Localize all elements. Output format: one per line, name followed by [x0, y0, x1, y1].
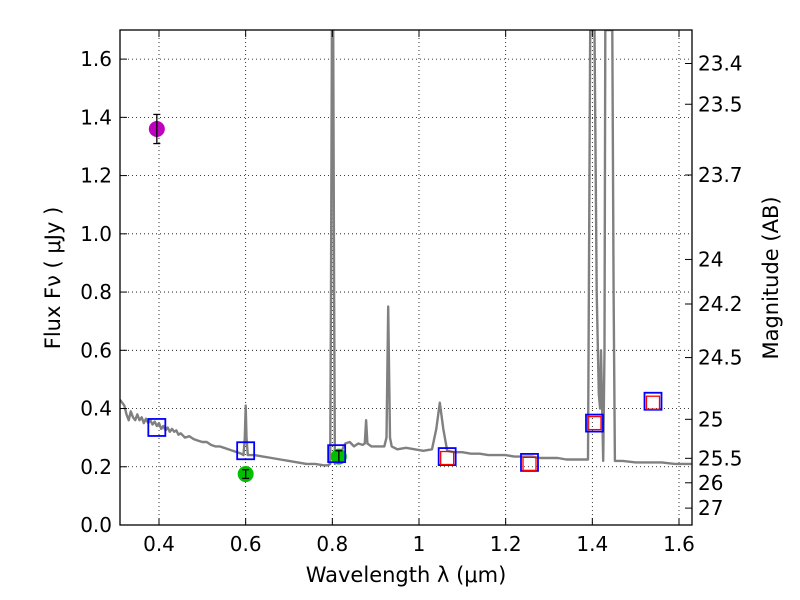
model-square-blue: [147, 418, 167, 437]
x-tick-label: 1.2: [490, 532, 522, 556]
x-axis-label: Wavelength λ (μm): [306, 563, 507, 587]
right-axis-tick-label: 24.5: [698, 346, 743, 370]
model-square-red: [645, 395, 661, 410]
x-tick-label: 1.4: [576, 532, 608, 556]
model-square-blue: [327, 444, 347, 464]
y-tick-label: 1.4: [80, 105, 112, 129]
model-square-red: [522, 456, 537, 472]
model-square-blue: [585, 413, 604, 433]
y-axis-label: Flux Fν ( μJy ): [41, 207, 65, 350]
axis-ticks: 0.4 0.6 0.8 1 1.2 1.4 1.6 0.0 0.2 0.4 0.6 0.8 1.0 1.2…: [80, 30, 743, 556]
plot-frame: [119, 29, 693, 526]
right-axis-tick-label: 25.5: [698, 446, 743, 470]
x-tick-label: 0.6: [230, 532, 262, 556]
model-square-blue: [236, 441, 256, 461]
y-tick-label: 0.6: [80, 338, 112, 362]
right-axis-tick-label: 23.7: [698, 163, 743, 187]
right-axis-tick-label: 24: [698, 247, 723, 271]
y-tick-label: 1.2: [80, 164, 112, 188]
right-axis-tick-label: 25: [698, 407, 723, 431]
right-axis-tick-label: 23.4: [698, 51, 743, 75]
y-tick-label: 0.2: [80, 455, 112, 479]
model-square-red: [587, 415, 602, 431]
y-tick-label: 0.0: [80, 513, 112, 537]
y-tick-label: 1.6: [80, 47, 112, 71]
right-axis-label: Magnitude (AB): [759, 196, 783, 359]
x-tick-label: 0.4: [143, 532, 175, 556]
x-tick-label: 1.6: [663, 532, 695, 556]
plot-area: [120, 30, 692, 483]
model-square-red: [440, 450, 455, 466]
right-axis-tick-label: 23.5: [698, 92, 743, 116]
y-tick-label: 0.4: [80, 397, 112, 421]
right-axis-tick-label: 27: [698, 496, 723, 520]
right-axis-tick-label: 26: [698, 471, 723, 495]
y-tick-label: 0.8: [80, 280, 112, 304]
x-tick-label: 1: [413, 532, 426, 556]
x-tick-label: 0.8: [316, 532, 348, 556]
y-tick-label: 1.0: [80, 222, 112, 246]
spectrum-line: [120, 30, 692, 467]
right-axis-tick-label: 24.2: [698, 292, 743, 316]
